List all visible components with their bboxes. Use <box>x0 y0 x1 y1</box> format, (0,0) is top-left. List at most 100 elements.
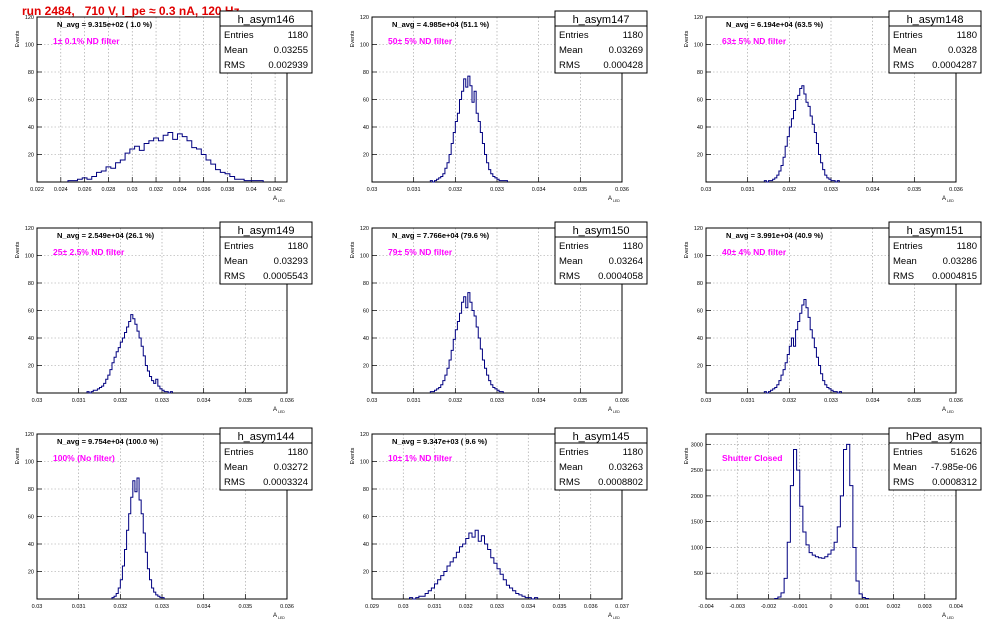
y-axis-label: Events <box>684 447 690 464</box>
x-tick-label: 0.035 <box>238 604 252 610</box>
x-tick-label: 0.032 <box>149 187 163 193</box>
stats-label-entries: Entries <box>224 241 254 252</box>
x-tick-label: 0.03 <box>32 398 43 404</box>
stats-box <box>888 427 982 491</box>
stats-label-rms: RMS <box>224 60 245 71</box>
x-tick-label: 0.036 <box>584 604 598 610</box>
stats-value-entries: 1180 <box>623 447 643 458</box>
histogram-bins <box>429 75 508 183</box>
y-axis-label: Events <box>15 241 21 258</box>
stats-box <box>219 10 313 74</box>
x-tick-label: 0.004 <box>949 604 963 610</box>
x-tick-label: -0.001 <box>792 604 808 610</box>
y-tick-label: 80 <box>697 281 703 287</box>
x-tick-label: 0.002 <box>887 604 901 610</box>
y-tick-label: 120 <box>25 432 34 438</box>
x-tick-label: 0.029 <box>365 604 379 610</box>
x-tick-label: 0.022 <box>30 187 44 193</box>
stats-label-entries: Entries <box>559 241 589 252</box>
y-tick-label: 80 <box>363 70 369 76</box>
filter-annotation: 25± 2.5% ND filter <box>53 247 125 257</box>
histogram-name: h_asym151 <box>907 225 964 237</box>
navg-label: N_avg = 3.991e+04 (40.9 %) <box>726 231 824 240</box>
filter-annotation: 40± 4% ND filter <box>722 247 787 257</box>
stats-value-rms: 0.0008802 <box>598 477 643 488</box>
x-axis-subscript: LED <box>613 616 620 620</box>
y-tick-label: 3000 <box>691 442 703 448</box>
x-axis-subscript: LED <box>947 616 954 620</box>
y-tick-label: 40 <box>28 542 34 548</box>
x-tick-label: 0.04 <box>246 187 257 193</box>
filter-annotation: 50± 5% ND filter <box>388 36 453 46</box>
y-tick-label: 120 <box>360 226 369 232</box>
y-axis-label: Events <box>15 447 21 464</box>
x-tick-label: 0.033 <box>490 604 504 610</box>
y-axis-label: Events <box>15 30 21 47</box>
x-tick-label: -0.002 <box>761 604 777 610</box>
stats-value-entries: 1180 <box>623 241 643 252</box>
x-tick-label: 0.031 <box>72 398 86 404</box>
stats-label-rms: RMS <box>893 271 914 282</box>
histogram-panel-h_asym148: 0.03 0.031 0.032 0.033 0.034 0.035 0.036 20 40 60… <box>684 10 982 203</box>
stats-label-rms: RMS <box>224 477 245 488</box>
y-tick-label: 60 <box>28 309 34 315</box>
stats-value-rms: 0.0004058 <box>598 271 643 282</box>
x-tick-label: 0.034 <box>521 604 535 610</box>
x-tick-label: 0.035 <box>573 398 587 404</box>
histogram-name: hPed_asym <box>906 431 964 443</box>
stats-label-entries: Entries <box>893 447 923 458</box>
histogram-bins <box>111 477 165 599</box>
y-tick-label: 60 <box>28 98 34 104</box>
x-tick-label: 0.036 <box>615 398 629 404</box>
y-tick-label: 20 <box>363 570 369 576</box>
stats-label-mean: Mean <box>224 45 248 56</box>
x-axis-subscript: LED <box>278 410 285 414</box>
y-tick-label: 20 <box>28 570 34 576</box>
histogram-name: h_asym148 <box>907 14 964 26</box>
stats-box <box>554 221 648 285</box>
histogram-panel-h_asym146: 0.022 0.024 0.026 0.028 0.03 0.032 0.034 0.036 0… <box>15 10 313 203</box>
y-tick-label: 20 <box>363 153 369 159</box>
x-tick-label: 0.033 <box>155 398 169 404</box>
x-tick-label: 0.031 <box>407 398 421 404</box>
filter-annotation: Shutter Closed <box>722 453 782 463</box>
x-axis-subscript: LED <box>947 410 954 414</box>
x-axis-label: A <box>273 196 277 202</box>
histogram-name: h_asym147 <box>573 14 630 26</box>
x-tick-label: 0.03 <box>127 187 138 193</box>
navg-label: N_avg = 7.766e+04 (79.6 %) <box>392 231 490 240</box>
x-axis-label: A <box>942 613 946 619</box>
x-tick-label: 0.034 <box>532 398 546 404</box>
y-tick-label: 120 <box>694 15 703 21</box>
y-tick-label: 40 <box>697 125 703 131</box>
y-tick-label: 120 <box>360 15 369 21</box>
histogram-bins <box>763 299 842 394</box>
x-axis-subscript: LED <box>613 410 620 414</box>
x-tick-label: 0.033 <box>155 604 169 610</box>
stats-value-rms: 0.002939 <box>268 60 308 71</box>
stats-value-mean: 0.03272 <box>274 462 308 473</box>
stats-label-entries: Entries <box>559 30 589 41</box>
stats-value-mean: -7.985e-06 <box>931 462 977 473</box>
x-axis-label: A <box>273 613 277 619</box>
x-tick-label: 0.03 <box>367 398 378 404</box>
y-tick-label: 2000 <box>691 494 703 500</box>
x-axis-label: A <box>942 407 946 413</box>
navg-label: N_avg = 9.754e+04 (100.0 %) <box>57 437 159 446</box>
x-tick-label: 0.036 <box>280 604 294 610</box>
y-tick-label: 40 <box>363 125 369 131</box>
y-tick-label: 20 <box>28 153 34 159</box>
x-tick-label: 0.033 <box>824 398 838 404</box>
x-tick-label: 0.03 <box>32 604 43 610</box>
x-tick-label: 0.035 <box>907 398 921 404</box>
histogram-panel-hPed_asym: -0.004 -0.003 -0.002 -0.001 0 0.001 0.002 0.003… <box>684 427 982 620</box>
x-tick-label: 0.03 <box>398 604 409 610</box>
stats-label-entries: Entries <box>893 241 923 252</box>
y-axis-label: Events <box>350 30 356 47</box>
stats-value-mean: 0.03263 <box>609 462 643 473</box>
x-axis-subscript: LED <box>613 199 620 203</box>
y-tick-label: 60 <box>28 515 34 521</box>
y-axis-label: Events <box>350 241 356 258</box>
x-tick-label: 0.042 <box>268 187 282 193</box>
y-tick-label: 80 <box>697 70 703 76</box>
